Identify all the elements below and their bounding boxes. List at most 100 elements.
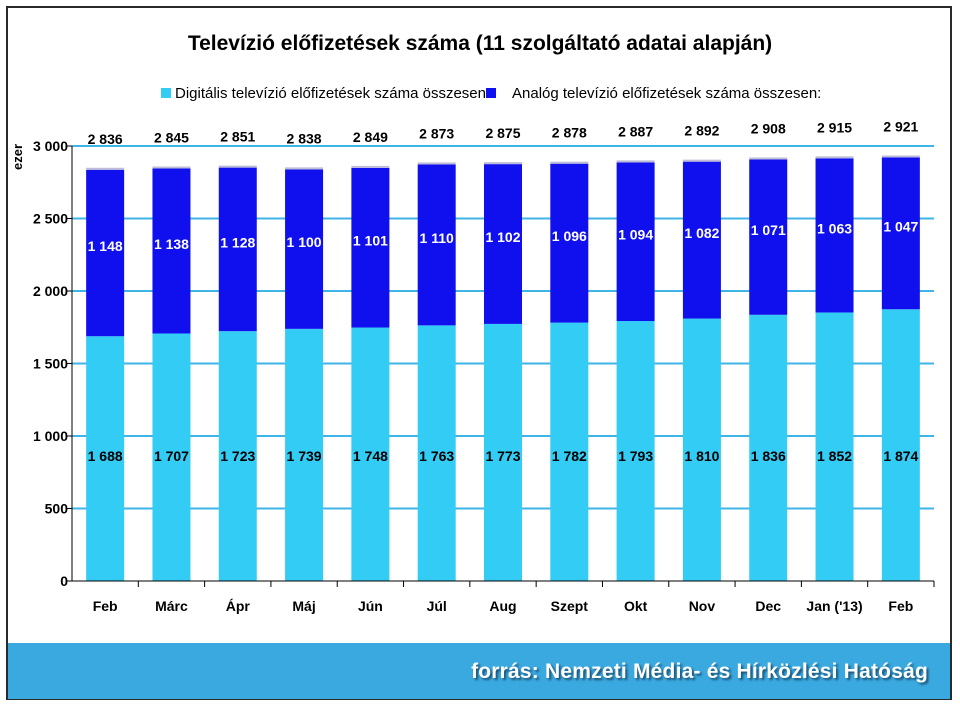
bar-analog <box>749 159 788 315</box>
bar-cap <box>484 162 522 165</box>
data-label-total: 2 887 <box>618 123 653 139</box>
data-label-analog: 1 096 <box>552 228 587 244</box>
data-labels: Feb 1 688 1 148 2 836 Márc 1 707 1 138 2 845 Ápr… <box>88 118 919 614</box>
data-label-digital: 1 688 <box>88 448 123 464</box>
bar-cap <box>749 157 788 160</box>
source-text: forrás: Nemzeti Média- és Hírközlési Hat… <box>471 660 928 683</box>
x-tick-label: Jún <box>358 598 383 614</box>
y-tick-label: 1 500 <box>33 356 68 372</box>
y-tick-label: 1 000 <box>33 428 68 444</box>
data-label-analog: 1 063 <box>817 220 852 236</box>
data-label-total: 2 875 <box>485 125 520 141</box>
data-label-total: 2 836 <box>88 131 123 147</box>
bar-cap <box>152 166 191 169</box>
bar-analog <box>815 158 854 313</box>
bar-cap <box>285 167 324 170</box>
data-label-total: 2 878 <box>552 125 587 141</box>
data-label-digital: 1 739 <box>287 448 322 464</box>
data-label-total: 2 892 <box>684 123 719 139</box>
data-label-digital: 1 836 <box>751 448 786 464</box>
bars <box>86 155 920 581</box>
bar-analog <box>484 164 522 324</box>
data-label-digital: 1 773 <box>485 448 520 464</box>
bar-digital <box>285 328 324 581</box>
legend: Digitális televízió előfizetések száma ö… <box>161 85 821 102</box>
bar-cap <box>218 165 257 168</box>
x-tick-label: Júl <box>427 598 447 614</box>
bar-analog <box>86 169 125 337</box>
bar-digital <box>218 331 257 581</box>
x-tick-label: Szept <box>551 598 589 614</box>
data-label-analog: 1 082 <box>684 225 719 241</box>
data-label-digital: 1 723 <box>220 448 255 464</box>
bar-analog <box>881 157 920 310</box>
bar-cap <box>550 161 589 164</box>
bar-digital <box>550 322 589 581</box>
data-label-analog: 1 110 <box>420 230 454 246</box>
x-tick-label: Nov <box>689 598 716 614</box>
bar-analog <box>218 167 257 332</box>
bar-cap <box>616 160 655 163</box>
x-tick-label: Ápr <box>226 598 251 614</box>
x-tick-label: Feb <box>888 598 913 614</box>
axes: 0 500 1 000 1 500 2 000 2 500 3 000 <box>33 138 935 589</box>
y-tick-label: 0 <box>60 573 68 589</box>
bar-digital <box>749 314 788 581</box>
x-tick-label: Máj <box>292 598 315 614</box>
data-label-total: 2 873 <box>419 125 454 141</box>
data-label-analog: 1 101 <box>353 233 388 249</box>
x-tick-label: Dec <box>755 598 781 614</box>
bar-analog <box>417 164 456 326</box>
x-tick-label: Aug <box>489 598 516 614</box>
data-label-analog: 1 094 <box>618 227 653 243</box>
bar-analog <box>351 167 390 328</box>
bar-analog <box>285 169 324 329</box>
legend-label-digital: Digitális televízió előfizetések száma ö… <box>175 85 490 102</box>
x-tick-label: Márc <box>155 598 188 614</box>
chart-title: Televízió előfizetések száma (11 szolgál… <box>188 32 772 55</box>
data-label-total: 2 838 <box>287 130 322 146</box>
bar-cap <box>815 156 854 159</box>
bar-digital <box>881 309 920 581</box>
bar-analog <box>550 163 589 323</box>
bar-digital <box>484 323 522 581</box>
legend-label-analog: Analóg televízió előfizetések száma össz… <box>512 85 821 102</box>
bar-cap <box>351 165 390 168</box>
bar-cap <box>682 159 721 162</box>
y-tick-label: 2 000 <box>33 283 68 299</box>
y-tick-label: 3 000 <box>33 138 68 154</box>
x-tick-label: Okt <box>624 598 648 614</box>
bar-digital <box>815 312 854 581</box>
data-label-total: 2 915 <box>817 119 852 135</box>
data-label-analog: 1 102 <box>485 229 520 245</box>
data-label-total: 2 908 <box>751 120 786 136</box>
data-label-analog: 1 138 <box>154 236 189 252</box>
bar-cap <box>86 167 125 170</box>
data-label-analog: 1 128 <box>220 234 255 250</box>
bar-digital <box>417 325 456 581</box>
bar-digital <box>86 336 125 581</box>
data-label-analog: 1 047 <box>883 218 918 234</box>
data-label-digital: 1 782 <box>552 448 587 464</box>
bar-cap <box>417 162 456 165</box>
data-label-analog: 1 071 <box>751 222 786 238</box>
data-label-digital: 1 874 <box>883 448 918 464</box>
data-label-digital: 1 793 <box>618 448 653 464</box>
legend-swatch-analog <box>486 88 496 98</box>
bar-analog <box>152 168 191 334</box>
data-label-total: 2 851 <box>220 129 255 145</box>
bar-analog <box>616 162 655 322</box>
x-tick-label: Feb <box>93 598 118 614</box>
data-label-analog: 1 148 <box>88 238 123 254</box>
y-tick-label: 500 <box>45 501 69 517</box>
bar-digital <box>351 327 390 581</box>
data-label-total: 2 849 <box>353 129 388 145</box>
data-label-digital: 1 763 <box>419 448 454 464</box>
bar-digital <box>616 321 655 581</box>
bar-digital <box>682 318 721 581</box>
data-label-digital: 1 810 <box>684 448 719 464</box>
bar-digital <box>152 333 191 581</box>
bar-analog <box>682 161 721 319</box>
y-tick-label: 2 500 <box>33 211 68 227</box>
